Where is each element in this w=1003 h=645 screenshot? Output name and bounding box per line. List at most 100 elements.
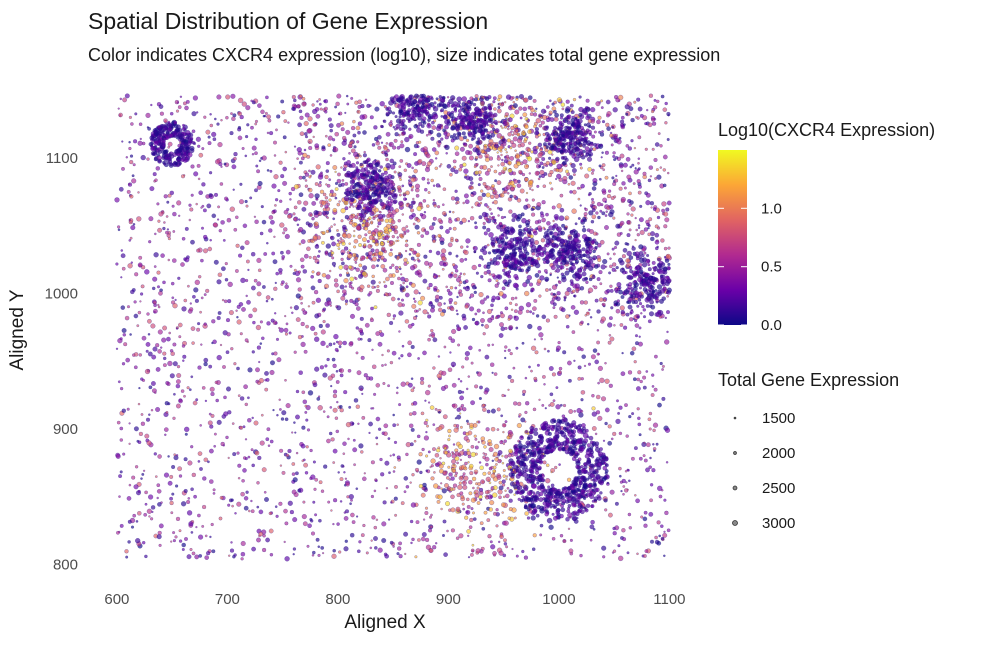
data-point [515,554,519,558]
data-point [566,477,572,482]
data-point [360,533,365,538]
data-point [379,332,385,337]
data-point [541,403,545,407]
data-point [494,283,499,288]
data-point [505,493,510,499]
data-point [197,177,201,181]
data-point [473,290,477,295]
data-point [217,272,223,278]
data-point [552,302,557,307]
data-point [158,290,163,296]
data-point [159,346,163,349]
data-point [381,364,384,367]
data-point [325,243,331,249]
data-point [456,414,462,420]
data-point [558,280,562,285]
data-point [205,551,211,556]
data-point [338,550,342,554]
data-point [389,248,393,252]
data-point [288,191,292,196]
data-point [309,213,313,217]
data-point [607,512,613,518]
data-point [140,377,144,381]
data-point [147,332,151,336]
data-point [178,398,183,404]
data-point [225,94,231,100]
data-point [325,161,330,166]
data-point [212,492,216,495]
data-point [227,299,232,304]
data-point [392,145,397,150]
data-point [224,196,229,201]
data-point [660,94,665,99]
data-point [619,220,625,226]
data-point [450,507,456,513]
data-point [340,261,345,266]
data-point [359,288,364,293]
data-point [396,145,401,150]
data-point [231,422,235,425]
data-point [375,442,379,446]
data-point [587,167,592,172]
data-point [570,305,576,310]
data-point [391,111,396,115]
data-point [300,341,306,348]
data-point [151,286,156,291]
data-point [492,550,497,556]
data-point [382,237,385,241]
data-point [472,486,475,490]
data-point [555,386,559,390]
data-point [175,516,181,522]
data-point [468,463,474,469]
data-point [306,246,311,252]
data-point [244,438,248,441]
data-point [500,125,503,128]
data-point [454,286,458,290]
data-point [497,154,500,158]
data-point [434,150,440,156]
data-point [150,505,156,510]
data-point [147,351,153,357]
data-point [361,415,366,420]
data-point [596,352,600,356]
data-point [420,536,426,542]
data-point [172,531,176,535]
data-point [259,342,263,345]
data-point [638,341,643,347]
data-point [350,498,353,502]
data-point [662,107,668,112]
data-point [368,171,373,176]
data-point [422,146,428,152]
data-point [145,112,151,118]
data-point [566,509,571,514]
data-point [651,117,656,122]
data-point [551,102,555,106]
data-point [636,407,640,411]
data-point [162,226,166,231]
data-point [266,321,271,326]
data-point [352,438,356,442]
data-point [407,352,412,358]
data-point [386,312,391,318]
data-point [185,146,190,151]
data-point [535,314,540,318]
data-point [169,474,174,479]
data-point [351,520,356,525]
data-point [389,120,393,123]
data-point [656,540,662,546]
data-point [502,442,506,446]
data-point [490,408,496,414]
data-point [130,289,135,295]
data-point [120,249,124,252]
data-point [268,215,274,220]
data-point [193,171,199,177]
data-point [369,546,373,550]
data-point [386,349,391,353]
data-point [512,136,518,142]
data-point [327,143,332,147]
data-point [128,146,132,151]
data-point [145,349,149,353]
data-point [567,182,571,186]
data-point [527,323,533,330]
data-point [266,114,272,120]
